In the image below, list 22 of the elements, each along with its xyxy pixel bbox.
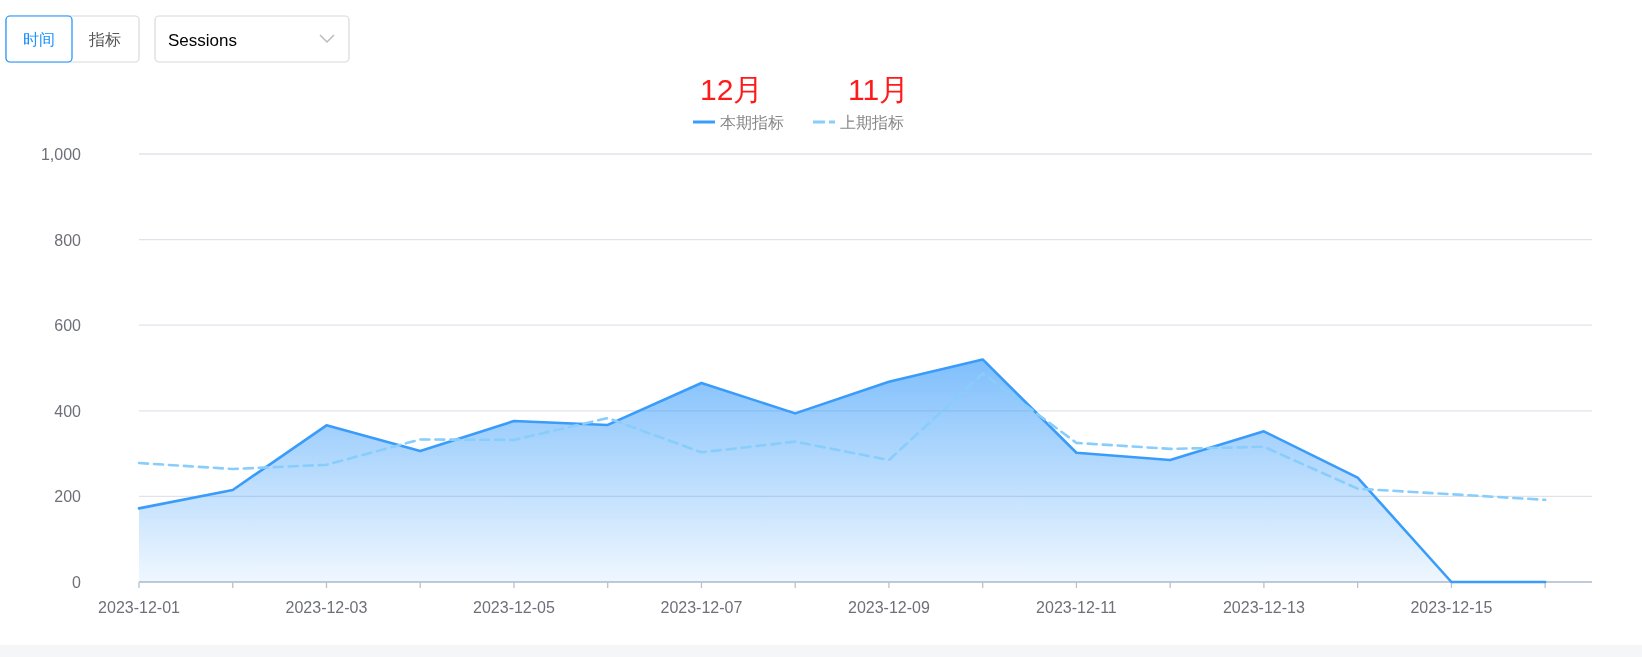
- line-series: [137, 372, 1547, 502]
- legend-label: 上期指标: [840, 114, 904, 131]
- y-tick-label: 0: [72, 574, 82, 591]
- x-tick-label: 2023-12-05: [473, 599, 555, 616]
- x-tick-label: 2023-12-15: [1410, 599, 1493, 616]
- y-tick-label: 200: [54, 488, 82, 506]
- y-tick-label: 800: [54, 231, 82, 249]
- x-tick-label: 2023-12-09: [848, 599, 930, 616]
- text: Sessions: [168, 31, 237, 50]
- legend-label: 本期指标: [720, 114, 784, 131]
- x-tick-label: 2023-12-13: [1222, 599, 1305, 616]
- y-tick-label: 400: [54, 402, 82, 420]
- text: 时间: [23, 31, 55, 48]
- text: 指标: [88, 31, 121, 48]
- x-tick-label: 2023-12-11: [1036, 599, 1117, 616]
- x-tick-label: 2023-12-01: [98, 599, 181, 616]
- x-tick-label: 2023-12-03: [285, 599, 368, 616]
- text: 11月: [848, 73, 910, 106]
- y-tick-label: 600: [54, 317, 82, 335]
- y-tick-label: 1,000: [40, 146, 82, 163]
- x-tick-label: 2023-12-07: [660, 599, 743, 616]
- text: 12月: [700, 73, 764, 106]
